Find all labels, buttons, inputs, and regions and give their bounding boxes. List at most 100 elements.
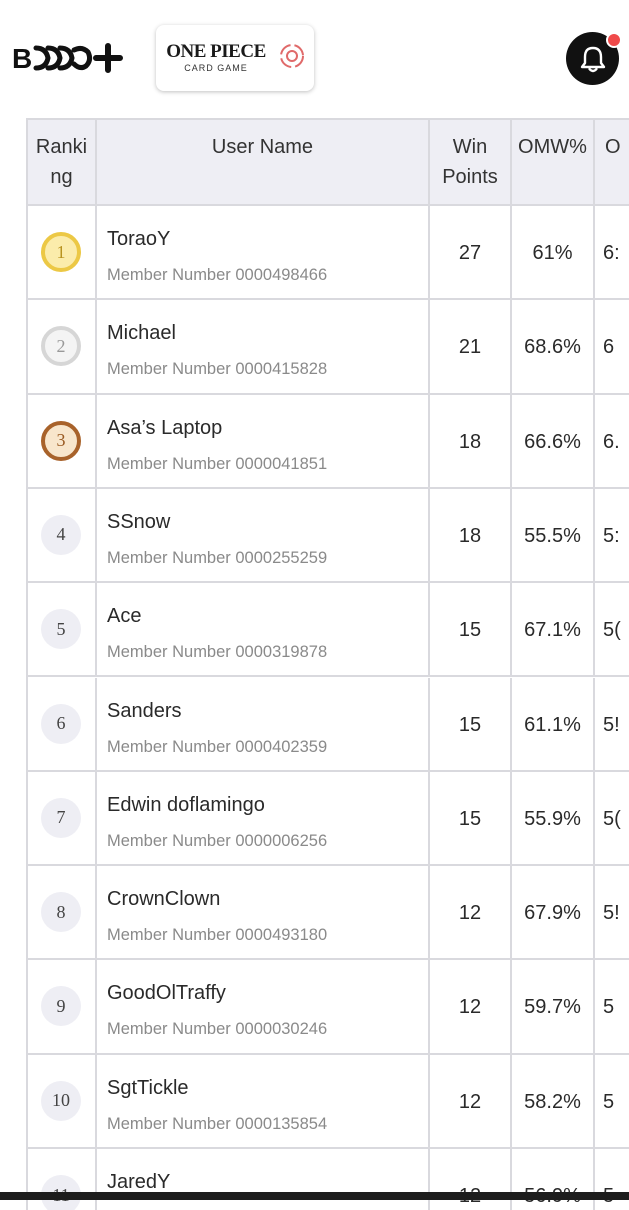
user-name[interactable]: GoodOlTraffy (107, 982, 226, 1005)
oomw-cell: 5 (595, 1149, 629, 1210)
win-points: 15 (458, 619, 482, 642)
member-number: Member Number 0000006256 (107, 831, 328, 850)
win-points-cell: 15 (430, 677, 512, 770)
member-number: Member Number 0000402359 (107, 737, 328, 756)
win-points: 15 (458, 713, 482, 736)
win-points: 18 (458, 430, 482, 453)
omw-value: 61% (532, 242, 573, 264)
win-points-cell: 12 (430, 1054, 512, 1147)
user-name[interactable]: Ace (107, 605, 142, 628)
user-cell[interactable]: Ace Member Number 0000319878 (97, 583, 430, 676)
user-name[interactable]: Sanders (107, 699, 182, 722)
oomw-value: 6. (603, 430, 620, 453)
rank-cell: 9 (28, 960, 97, 1053)
bottom-bar (0, 1192, 629, 1200)
member-number: Member Number 0000319878 (107, 643, 328, 662)
oomw-value: 5( (603, 807, 621, 830)
user-cell[interactable]: ToraoY Member Number 0000498466 (97, 206, 430, 299)
user-cell[interactable]: CrownClown Member Number 0000493180 (97, 866, 430, 959)
win-points-cell: 18 (430, 488, 512, 582)
user-cell[interactable]: Asa’s Laptop Member Number 0000041851 (97, 394, 430, 487)
win-points: 27 (458, 242, 482, 264)
omw-cell: 58.2% (512, 1054, 595, 1147)
bndg-logo[interactable]: B (12, 38, 130, 78)
notification-dot (606, 32, 622, 48)
win-points: 12 (458, 902, 482, 925)
user-cell[interactable]: Sanders Member Number 0000402359 (97, 677, 430, 770)
oomw-value: 5 (603, 1090, 615, 1113)
win-points: 15 (458, 807, 482, 830)
table-row[interactable]: 2 Michael Member Number 0000415828 21 68.6% 6 (28, 300, 629, 395)
table-row[interactable]: 4 SSnow Member Number 0000255259 18 55.5% 5: (28, 488, 629, 584)
omw-cell: 61.1% (512, 677, 595, 770)
member-number: Member Number 0000493180 (107, 926, 328, 945)
user-cell[interactable]: Michael Member Number 0000415828 (97, 300, 430, 393)
column-header-ranking[interactable]: Ranki ng (28, 120, 97, 204)
omw-cell: 55.9% (512, 771, 595, 865)
user-name[interactable]: CrownClown (107, 888, 221, 911)
user-cell[interactable]: SSnow Member Number 0000255259 (97, 488, 430, 582)
oomw-cell: 5( (595, 772, 629, 864)
user-name[interactable]: JaredY (107, 1171, 171, 1193)
table-row[interactable]: 10 SgtTickle Member Number 0000135854 12 58.… (28, 1054, 629, 1149)
table-header-row: Ranki ng User Name Win Points OMW% O (28, 120, 629, 206)
rank-cell: 3 (28, 394, 97, 487)
table-row[interactable]: 6 Sanders Member Number 0000402359 15 61.1% 5… (28, 677, 629, 772)
win-points-cell: 18 (430, 394, 512, 487)
win-points-cell: 12 (430, 1149, 512, 1210)
oomw-cell: 5: (595, 489, 629, 581)
bell-icon (580, 46, 606, 73)
user-cell[interactable]: Edwin doflamingo Member Number 0000006256 (97, 771, 430, 865)
rank-badge: 9 (41, 986, 81, 1027)
user-name[interactable]: SgtTickle (107, 1076, 189, 1099)
oomw-cell: 6. (595, 395, 629, 487)
member-number: Member Number 0000030246 (107, 1020, 328, 1039)
rank-badge: 4 (41, 514, 81, 555)
oomw-value: 6 (603, 336, 615, 359)
rank-badge: 2 (41, 326, 81, 367)
table-row[interactable]: 8 CrownClown Member Number 0000493180 12 67.… (28, 866, 629, 961)
user-name[interactable]: Asa’s Laptop (107, 416, 223, 439)
table-row[interactable]: 9 GoodOlTraffy Member Number 0000030246 12 5… (28, 960, 629, 1055)
omw-cell: 66.6% (512, 394, 595, 487)
win-points: 12 (458, 996, 482, 1019)
omw-cell: 67.9% (512, 866, 595, 959)
column-header-user-name[interactable]: User Name (97, 120, 430, 204)
omw-value: 66.6% (524, 430, 581, 453)
column-header-omw[interactable]: OMW% (512, 120, 595, 204)
table-row[interactable]: 11 JaredY 1256.9%5 (28, 1149, 629, 1210)
table-row[interactable]: 3 Asa’s Laptop Member Number 0000041851 18 6… (28, 394, 629, 489)
omw-cell: 56.9% (512, 1149, 595, 1210)
omw-value: 67.1% (524, 619, 581, 642)
user-name[interactable]: Michael (107, 322, 176, 345)
rank-badge: 8 (41, 892, 81, 933)
omw-value: 61.1% (524, 713, 581, 736)
user-name[interactable]: Edwin doflamingo (107, 793, 265, 816)
user-name[interactable]: ToraoY (107, 228, 171, 250)
omw-value: 67.9% (524, 902, 581, 925)
oomw-value: 5 (603, 996, 615, 1019)
omw-value: 58.2% (524, 1090, 581, 1113)
user-cell[interactable]: GoodOlTraffy Member Number 0000030246 (97, 960, 430, 1053)
rank-cell: 10 (28, 1054, 97, 1147)
table-row[interactable]: 7 Edwin doflamingo Member Number 000000625… (28, 771, 629, 867)
win-points-cell: 15 (430, 583, 512, 676)
table-row[interactable]: 5 Ace Member Number 0000319878 15 67.1% 5( (28, 583, 629, 678)
card-emblem-icon (280, 44, 304, 68)
user-name[interactable]: SSnow (107, 510, 171, 533)
win-points: 21 (458, 336, 482, 359)
user-cell[interactable]: SgtTickle Member Number 0000135854 (97, 1054, 430, 1147)
one-piece-card-game-logo[interactable]: ONE PIECE CARD GAME (156, 25, 314, 91)
rank-cell: 5 (28, 583, 97, 676)
oomw-cell: 5! (595, 678, 629, 770)
member-number: Member Number 0000498466 (107, 266, 328, 284)
oomw-value: 5( (603, 619, 621, 642)
column-header-win-points[interactable]: Win Points (430, 120, 512, 204)
user-cell[interactable]: JaredY (97, 1149, 430, 1210)
win-points: 18 (458, 524, 482, 547)
table-row[interactable]: 1 ToraoY Member Number 0000498466 27 61% 6: (28, 206, 629, 301)
app-header: B ONE PIECE CARD GAME (0, 0, 629, 118)
column-header-oomw[interactable]: O (605, 136, 621, 158)
win-points-cell: 12 (430, 960, 512, 1053)
rank-cell: 8 (28, 866, 97, 959)
